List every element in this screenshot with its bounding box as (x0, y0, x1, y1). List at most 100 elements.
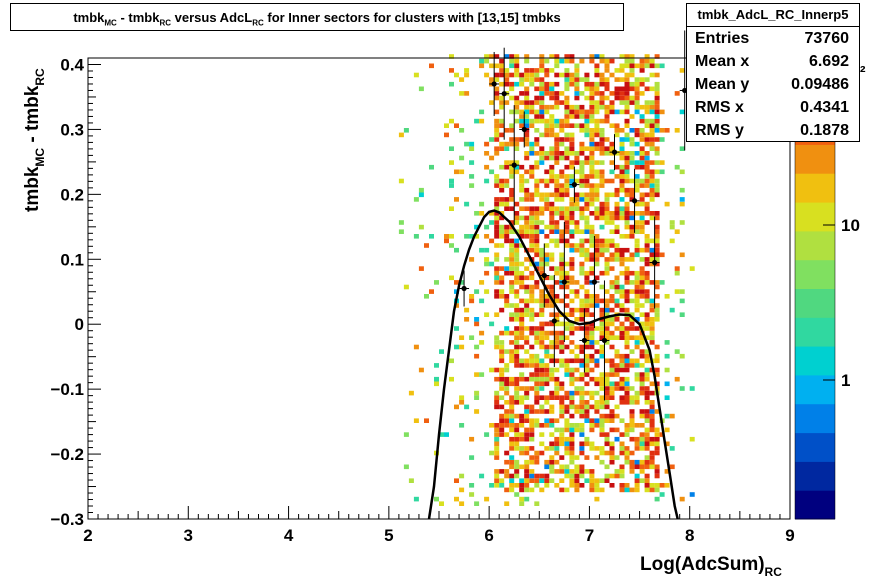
heatmap-cell (539, 266, 545, 271)
heatmap-cell (624, 123, 630, 128)
heatmap-cell (599, 321, 605, 327)
heatmap-cell (554, 335, 560, 340)
heatmap-cell (589, 91, 595, 96)
heatmap-cell (644, 169, 650, 175)
heatmap-cell (584, 81, 590, 87)
heatmap-cell (589, 197, 595, 202)
heatmap-cell (554, 459, 560, 465)
heatmap-cell (434, 363, 439, 368)
heatmap-cell (569, 261, 575, 267)
heatmap-cell (579, 252, 585, 258)
heatmap-cell (649, 169, 655, 175)
heatmap-cell (604, 298, 610, 304)
heatmap-cell (549, 206, 555, 211)
heatmap-cell (499, 201, 505, 207)
heatmap-cell (609, 427, 615, 433)
heatmap-cell (539, 100, 545, 105)
heatmap-cell (569, 123, 575, 128)
heatmap-cell (418, 224, 424, 230)
heatmap-cell (584, 390, 590, 396)
heatmap-cell (609, 220, 615, 225)
x-tick-label: 5 (384, 526, 393, 545)
heatmap-cell (534, 390, 540, 396)
heatmap-cell (664, 340, 670, 345)
heatmap-cell (539, 252, 545, 258)
heatmap-cell (594, 349, 600, 354)
heatmap-cell (519, 358, 525, 364)
heatmap-cell (609, 141, 615, 147)
heatmap-cell (619, 386, 625, 391)
heatmap-cell (644, 455, 650, 460)
heatmap-cell (619, 178, 625, 184)
heatmap-cell (599, 386, 605, 391)
heatmap-cell (574, 376, 580, 382)
heatmap-cell (544, 478, 550, 483)
heatmap-cell (639, 289, 645, 294)
heatmap-cell (624, 294, 630, 299)
heatmap-cell (489, 238, 495, 244)
heatmap-cell (504, 160, 510, 165)
heatmap-cell (484, 496, 490, 502)
heatmap-cell (403, 464, 409, 470)
heatmap-cell (554, 381, 560, 387)
heatmap-cell (529, 344, 535, 350)
heatmap-cell (639, 275, 645, 281)
heatmap-cell (549, 344, 555, 350)
heatmap-cell (524, 496, 530, 502)
heatmap-cell (599, 128, 605, 133)
heatmap-cell (499, 483, 505, 488)
heatmap-cell (539, 257, 545, 262)
heatmap-cell (534, 252, 540, 258)
heatmap-cell (559, 183, 565, 188)
heatmap-cell (609, 109, 615, 115)
heatmap-cell (494, 455, 500, 460)
heatmap-cell (624, 164, 630, 170)
heatmap-cell (634, 395, 640, 400)
heatmap-cell (499, 432, 505, 437)
heatmap-cell (504, 72, 510, 78)
heatmap-cell (594, 169, 600, 175)
heatmap-cell (554, 386, 560, 391)
heatmap-cell (539, 81, 545, 87)
heatmap-cell (609, 441, 615, 447)
heatmap-cell (524, 395, 530, 400)
heatmap-cell (494, 257, 500, 262)
heatmap-cell (689, 436, 695, 442)
heatmap-cell (639, 257, 645, 262)
heatmap-cell (569, 275, 575, 281)
heatmap-cell (509, 404, 515, 410)
heatmap-cell (609, 280, 615, 285)
heatmap-cell (599, 160, 605, 165)
heatmap-cell (569, 469, 575, 474)
heatmap-cell (644, 349, 650, 354)
heatmap-cell (539, 487, 545, 493)
heatmap-cell (579, 215, 585, 221)
heatmap-cell (599, 478, 605, 483)
heatmap-cell (514, 307, 520, 313)
heatmap-cell (624, 155, 630, 161)
heatmap-cell (499, 104, 505, 110)
heatmap-cell (654, 473, 660, 479)
heatmap-cell (629, 413, 635, 419)
heatmap-cell (579, 423, 585, 428)
heatmap-cell (554, 270, 560, 276)
heatmap-cell (489, 261, 495, 267)
heatmap-cell (434, 496, 439, 502)
heatmap-cell (569, 206, 575, 211)
heatmap-cell (554, 72, 560, 78)
profile-point (601, 337, 608, 344)
heatmap-cell (609, 386, 615, 391)
heatmap-cell (579, 178, 585, 184)
heatmap-cell (529, 469, 535, 474)
heatmap-cell (519, 363, 525, 368)
heatmap-cell (494, 270, 500, 276)
heatmap-cell (594, 381, 600, 387)
heatmap-cell (494, 294, 500, 299)
heatmap-cell (554, 395, 560, 400)
heatmap-cell (509, 257, 515, 262)
profile-point (652, 259, 658, 266)
chart-title: tmbkMC - tmbkRC versus AdcLRC for Inner … (11, 4, 623, 30)
heatmap-cell (499, 215, 505, 221)
heatmap-cell (559, 427, 565, 433)
heatmap-cell (664, 294, 670, 299)
